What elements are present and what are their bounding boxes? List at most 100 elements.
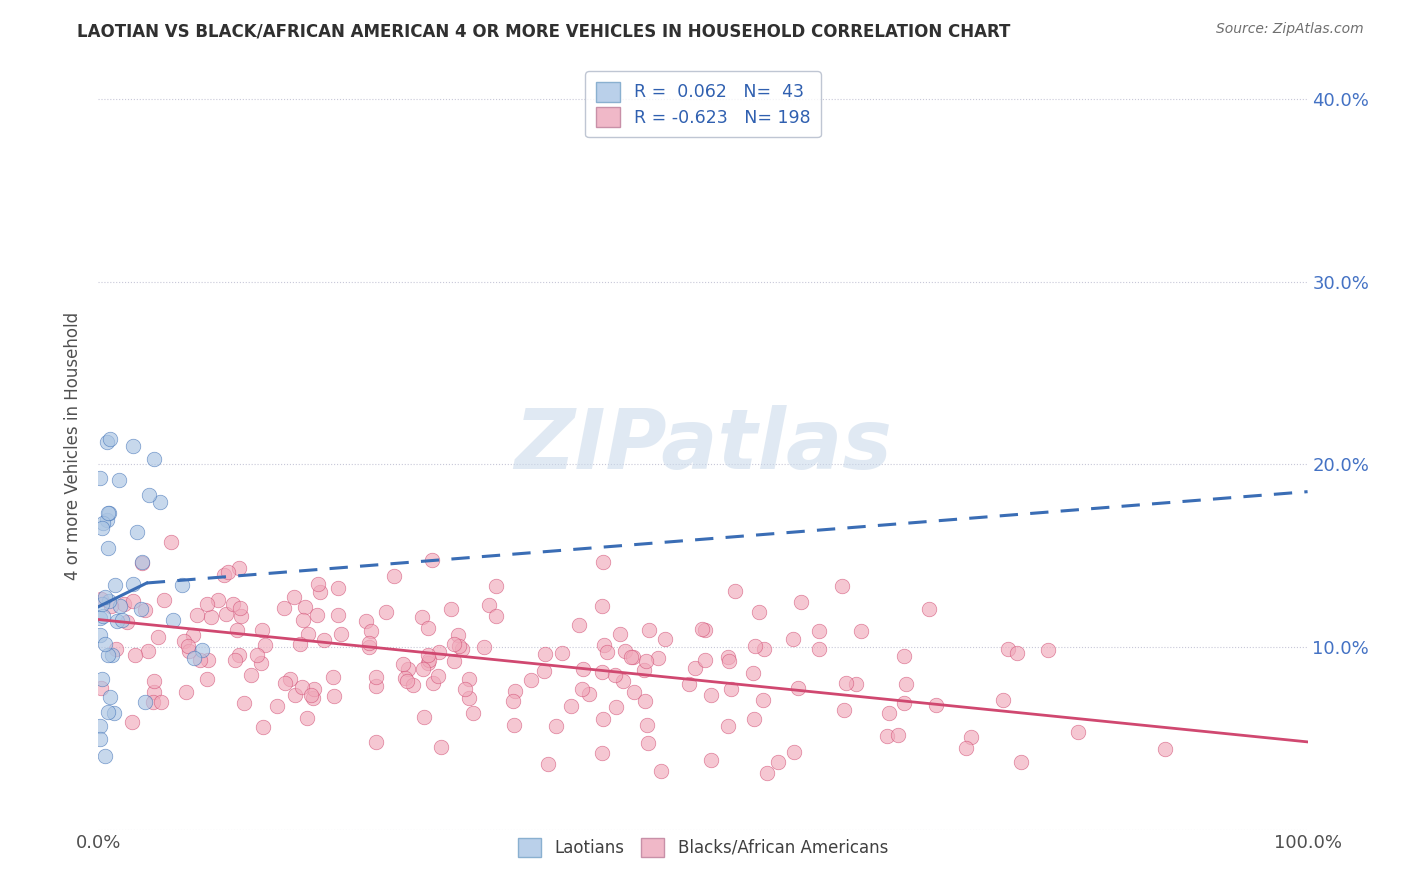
Point bbox=[634, 654, 657, 668]
Point bbox=[294, 600, 316, 615]
Point bbox=[195, 597, 218, 611]
Point bbox=[89, 732, 111, 747]
Point bbox=[90, 591, 112, 606]
Point bbox=[420, 552, 443, 566]
Point bbox=[654, 632, 676, 647]
Point bbox=[183, 650, 205, 665]
Point bbox=[560, 699, 582, 714]
Point bbox=[89, 470, 111, 484]
Point bbox=[142, 451, 165, 466]
Point bbox=[143, 685, 166, 699]
Point bbox=[91, 672, 114, 686]
Point bbox=[91, 609, 114, 624]
Point bbox=[322, 669, 344, 683]
Point bbox=[322, 689, 344, 703]
Point bbox=[596, 644, 619, 658]
Point bbox=[89, 628, 111, 642]
Point bbox=[717, 649, 740, 664]
Point bbox=[835, 676, 858, 690]
Point bbox=[299, 688, 322, 702]
Point bbox=[228, 561, 250, 575]
Point bbox=[366, 679, 388, 693]
Point bbox=[136, 644, 159, 658]
Point bbox=[122, 593, 145, 607]
Point bbox=[752, 693, 775, 707]
Point bbox=[755, 766, 778, 780]
Point bbox=[693, 653, 716, 667]
Point bbox=[447, 639, 470, 653]
Point bbox=[197, 653, 219, 667]
Point bbox=[254, 639, 277, 653]
Point bbox=[392, 657, 415, 672]
Point bbox=[782, 632, 804, 647]
Point bbox=[458, 691, 481, 706]
Point bbox=[637, 736, 659, 750]
Point bbox=[620, 649, 643, 664]
Point bbox=[411, 609, 433, 624]
Point bbox=[124, 648, 146, 662]
Point bbox=[612, 674, 634, 689]
Point bbox=[578, 687, 600, 701]
Point bbox=[295, 711, 318, 725]
Point bbox=[412, 662, 434, 676]
Point bbox=[177, 643, 200, 657]
Point bbox=[744, 639, 766, 653]
Point bbox=[690, 622, 713, 636]
Point bbox=[485, 608, 508, 623]
Point bbox=[605, 699, 627, 714]
Point bbox=[89, 719, 111, 733]
Point bbox=[98, 594, 121, 608]
Point bbox=[266, 698, 288, 713]
Point bbox=[224, 653, 246, 667]
Point bbox=[152, 592, 174, 607]
Point bbox=[485, 579, 508, 593]
Point bbox=[609, 627, 631, 641]
Point bbox=[849, 624, 872, 639]
Point bbox=[375, 605, 398, 619]
Point bbox=[591, 665, 613, 680]
Point bbox=[955, 740, 977, 755]
Point bbox=[502, 718, 524, 732]
Point bbox=[97, 705, 120, 719]
Point bbox=[591, 599, 613, 613]
Point bbox=[741, 666, 763, 681]
Point bbox=[252, 720, 274, 734]
Point bbox=[678, 677, 700, 691]
Point bbox=[700, 688, 723, 702]
Point bbox=[328, 581, 350, 595]
Point bbox=[695, 623, 717, 637]
Point bbox=[304, 681, 326, 696]
Point bbox=[474, 640, 496, 654]
Point bbox=[395, 673, 418, 688]
Point bbox=[134, 603, 156, 617]
Point bbox=[364, 735, 387, 749]
Point bbox=[292, 614, 315, 628]
Point bbox=[845, 677, 868, 691]
Point bbox=[111, 613, 134, 627]
Point bbox=[505, 684, 527, 698]
Point bbox=[718, 654, 741, 668]
Point bbox=[129, 602, 152, 616]
Point bbox=[382, 568, 405, 582]
Point bbox=[305, 607, 328, 622]
Point bbox=[832, 703, 855, 717]
Point bbox=[100, 599, 122, 613]
Point bbox=[1010, 756, 1032, 770]
Point bbox=[229, 601, 252, 615]
Point bbox=[451, 642, 474, 657]
Point bbox=[98, 690, 121, 705]
Point bbox=[766, 755, 789, 769]
Point bbox=[100, 648, 122, 662]
Point bbox=[418, 653, 440, 667]
Point bbox=[443, 637, 465, 651]
Point bbox=[207, 592, 229, 607]
Point bbox=[637, 623, 659, 637]
Point bbox=[138, 488, 160, 502]
Point bbox=[650, 764, 672, 778]
Point bbox=[614, 644, 637, 658]
Legend: Laotians, Blacks/African Americans: Laotians, Blacks/African Americans bbox=[512, 830, 894, 863]
Text: Source: ZipAtlas.com: Source: ZipAtlas.com bbox=[1216, 22, 1364, 37]
Point bbox=[808, 624, 831, 638]
Point bbox=[97, 648, 120, 662]
Point bbox=[394, 671, 416, 685]
